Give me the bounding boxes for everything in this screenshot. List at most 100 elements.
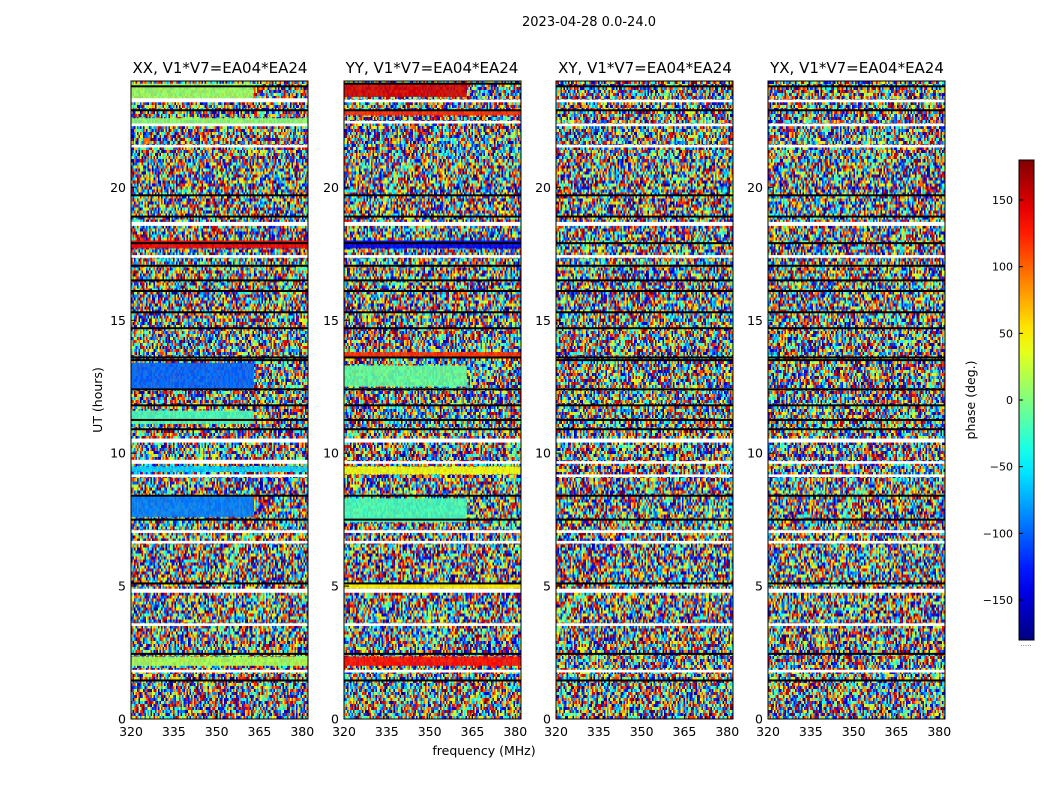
data-gap	[344, 221, 521, 226]
flagged-row	[556, 290, 733, 293]
flagged-row	[768, 290, 945, 293]
colorbar-tick-label: 100	[992, 261, 1013, 274]
flagged-row	[344, 428, 521, 431]
flagged-row	[768, 356, 945, 359]
flagged-row	[131, 494, 308, 497]
data-gap	[768, 144, 945, 148]
data-gap	[768, 99, 945, 103]
x-tick-label: 365	[461, 724, 485, 739]
flagged-row	[556, 418, 733, 421]
panel-title-yy: YY, V1*V7=EA04*EA24	[345, 59, 519, 77]
x-tick-label: 335	[587, 724, 611, 739]
data-gap	[768, 588, 945, 593]
flagged-row	[344, 242, 521, 245]
flagged-row	[556, 652, 733, 655]
flagged-row	[131, 264, 308, 267]
data-gap	[768, 461, 945, 464]
flagged-row	[131, 194, 308, 197]
y-tick-label: 5	[755, 579, 763, 594]
flagged-row	[131, 279, 308, 282]
y-tick-label: 15	[323, 313, 339, 328]
flagged-row	[768, 109, 945, 112]
data-gap	[131, 459, 308, 464]
flagged-row	[344, 109, 521, 112]
flagged-row	[131, 215, 308, 218]
colorbar-underlabel: .....	[1020, 640, 1031, 648]
data-gap	[344, 530, 521, 533]
y-tick-label: 20	[747, 180, 763, 195]
chart-suptitle: 2023-04-28 0.0-24.0	[522, 15, 656, 30]
phase-waterfall	[768, 81, 945, 719]
flagged-row	[768, 404, 945, 407]
data-gap	[556, 474, 733, 478]
x-tick-label: 380	[715, 724, 739, 739]
phase-waterfall	[556, 81, 733, 719]
y-tick-label: 0	[543, 712, 551, 727]
flagged-row	[131, 359, 308, 362]
phase-band	[131, 362, 254, 390]
phase-band	[344, 583, 521, 589]
flagged-row	[344, 418, 521, 421]
flagged-row	[556, 388, 733, 391]
data-gap	[556, 530, 733, 533]
flagged-row	[344, 494, 521, 497]
colorbar-tick-label: 150	[992, 194, 1013, 207]
flagged-row	[768, 215, 945, 218]
flagged-row	[344, 264, 521, 267]
x-tick-label: 380	[290, 724, 314, 739]
x-tick-label: 320	[332, 724, 356, 739]
flagged-row	[556, 311, 733, 314]
flagged-row	[768, 494, 945, 497]
flagged-row	[344, 518, 521, 521]
flagged-row	[768, 311, 945, 314]
x-axis-label: frequency (MHz)	[432, 743, 535, 758]
flagged-row	[556, 109, 733, 112]
data-gap	[131, 255, 308, 258]
flagged-row	[556, 404, 733, 407]
y-tick-label: 15	[747, 313, 763, 328]
colorbar-label: phase (deg.)	[963, 361, 978, 440]
y-tick-label: 15	[110, 313, 126, 328]
data-gap	[768, 438, 945, 443]
data-gap	[768, 530, 945, 533]
axes-frame	[343, 80, 522, 720]
flagged-row	[556, 679, 733, 682]
data-gap	[344, 120, 521, 124]
y-tick-label: 20	[323, 180, 339, 195]
phase-band	[344, 83, 467, 97]
flagged-row	[131, 311, 308, 314]
x-tick-label: 320	[544, 724, 568, 739]
flagged-row	[768, 518, 945, 521]
data-gap	[344, 438, 521, 443]
data-gap	[556, 99, 733, 103]
data-gap	[556, 438, 733, 443]
axes-frame	[130, 80, 309, 720]
panel-title-xx: XX, V1*V7=EA04*EA24	[133, 59, 308, 77]
x-tick-label: 350	[205, 724, 229, 739]
data-gap	[768, 540, 945, 544]
data-gap	[131, 123, 308, 127]
x-tick-label: 365	[673, 724, 697, 739]
phase-waterfall	[344, 81, 521, 719]
axes-frame	[555, 80, 734, 720]
data-gap	[768, 669, 945, 673]
data-gap	[131, 438, 308, 443]
data-gap	[344, 255, 521, 258]
flagged-row	[131, 582, 308, 585]
panel-title-yx: YX, V1*V7=EA04*EA24	[769, 59, 944, 77]
flagged-row	[131, 404, 308, 407]
data-gap	[556, 123, 733, 127]
y-tick-label: 5	[331, 579, 339, 594]
flagged-row	[556, 428, 733, 431]
phase-band	[344, 110, 521, 116]
data-gap	[344, 623, 521, 626]
data-gap	[556, 461, 733, 464]
flagged-row	[556, 356, 733, 359]
x-tick-label: 380	[927, 724, 951, 739]
flagged-row	[344, 404, 521, 407]
data-gap	[131, 540, 308, 544]
flagged-row	[131, 109, 308, 112]
flagged-row	[556, 85, 733, 88]
phase-band	[344, 352, 521, 358]
flagged-row	[768, 418, 945, 421]
